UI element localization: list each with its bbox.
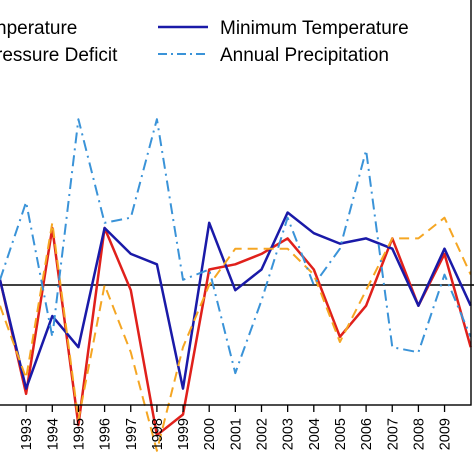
x-tick-label-1999: 1999 — [176, 418, 192, 450]
legend-label-annual-precipitation: Annual Precipitation — [220, 45, 389, 66]
x-axis: 1993 1994 1995 1996 1997 1998 1999 2000 2001 2002… — [19, 405, 454, 450]
x-tick-label-2009: 2009 — [438, 418, 454, 450]
x-tick-label-2002: 2002 — [255, 418, 271, 450]
x-tick-label-1998: 1998 — [150, 418, 166, 450]
legend-item-maximum-temperature: nperature — [0, 18, 77, 39]
series-line-annual-precipitation — [0, 118, 472, 375]
x-tick-label-2001: 2001 — [228, 418, 244, 450]
series-line-minimum-temperature — [0, 211, 472, 390]
legend-label-vapor-pressure-deficit: ressure Deficit — [0, 45, 118, 66]
x-tick-label-2000: 2000 — [202, 418, 218, 450]
x-tick-label-2005: 2005 — [333, 418, 349, 450]
legend-label-minimum-temperature: Minimum Temperature — [220, 18, 409, 39]
x-tick-label-1993: 1993 — [19, 418, 35, 450]
series-layer — [0, 118, 472, 452]
legend-item-minimum-temperature: Minimum Temperature — [158, 18, 409, 39]
x-tick-label-1996: 1996 — [98, 418, 114, 450]
legend: nperature ressure Deficit Minimum Temper… — [0, 18, 409, 66]
x-tick-label-1997: 1997 — [124, 418, 140, 450]
x-tick-label-1995: 1995 — [71, 418, 87, 450]
x-tick-label-2006: 2006 — [359, 418, 375, 450]
legend-item-vapor-pressure-deficit: ressure Deficit — [0, 45, 118, 66]
x-tick-label-2004: 2004 — [307, 418, 323, 450]
legend-label-maximum-temperature: nperature — [0, 18, 77, 39]
x-tick-label-2007: 2007 — [385, 418, 401, 450]
plot-frame — [0, 0, 472, 406]
x-tick-label-1994: 1994 — [45, 418, 61, 450]
series-line-vapor-pressure-deficit — [0, 216, 472, 452]
x-tick-label-2003: 2003 — [281, 418, 297, 450]
legend-item-annual-precipitation: Annual Precipitation — [158, 45, 389, 66]
x-tick-label-2008: 2008 — [411, 418, 427, 450]
